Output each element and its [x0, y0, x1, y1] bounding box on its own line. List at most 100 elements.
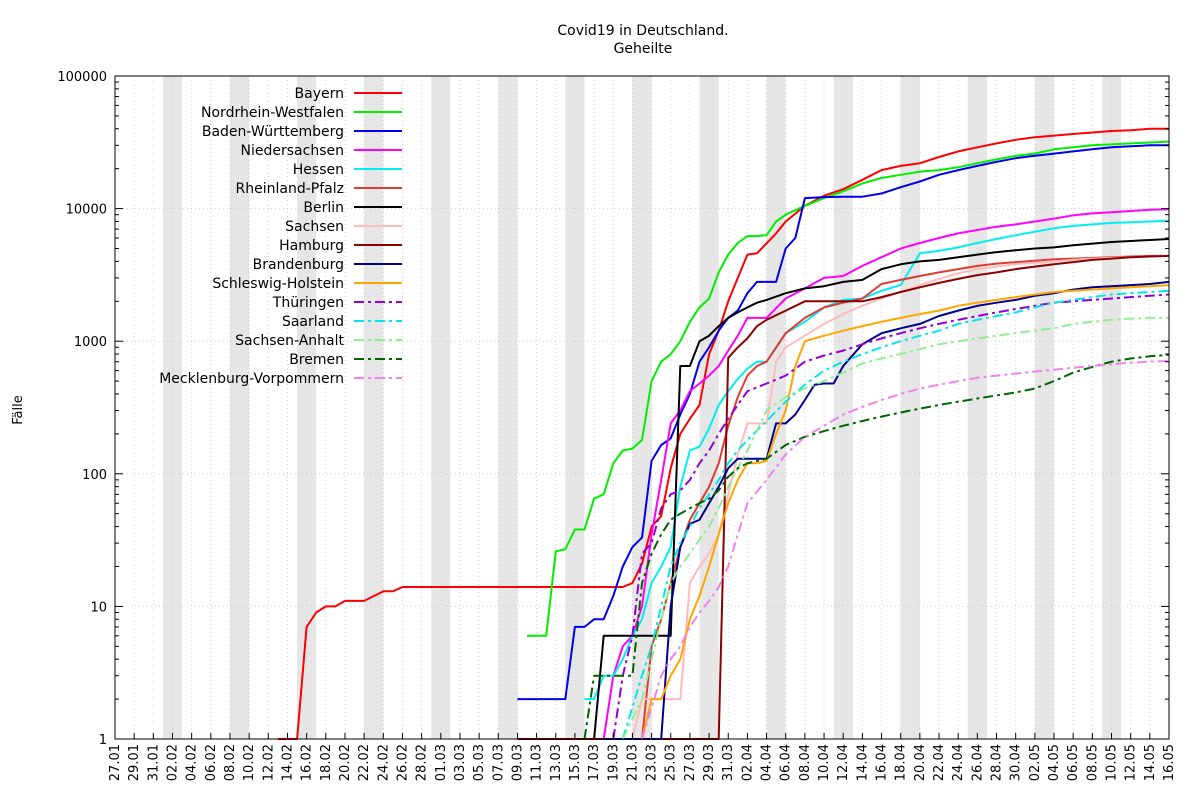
x-tick-label: 07.03	[491, 744, 506, 781]
series-line-brandenburg	[603, 280, 1170, 740]
legend-label: Brandenburg	[253, 257, 344, 273]
series-line-bremen	[583, 353, 1170, 740]
x-tick-label: 31.01	[146, 744, 161, 781]
weekend-band	[297, 76, 307, 739]
chart-subtitle: Geheilte	[614, 41, 673, 57]
x-tick-label: 22.04	[932, 744, 947, 781]
legend-label: Sachsen	[285, 219, 344, 235]
legend-label: Baden-Württemberg	[202, 124, 344, 140]
x-tick-label: 18.02	[319, 744, 334, 781]
weekend-band	[1101, 76, 1112, 739]
x-tick-label: 03.03	[453, 744, 468, 781]
series-line-baden-w-rttemberg	[517, 144, 1169, 701]
x-tick-label: 27.01	[108, 744, 123, 781]
x-tick-label: 31.03	[721, 744, 736, 781]
y-tick-label: 100000	[57, 70, 107, 85]
weekend-band	[440, 76, 451, 739]
weekend-band	[900, 76, 911, 739]
weekend-band	[1111, 76, 1122, 739]
weekend-band	[306, 76, 317, 739]
x-tick-label: 14.04	[855, 744, 870, 781]
x-tick-label: 14.05	[1143, 744, 1158, 781]
x-tick-label: 04.02	[185, 744, 200, 781]
x-tick-label: 25.03	[664, 744, 679, 781]
series-line-sachsen	[631, 254, 1170, 740]
legend-label: Berlin	[303, 200, 344, 216]
legend-label: Thüringen	[272, 295, 344, 311]
x-tick-label: 15.03	[568, 744, 583, 781]
y-tick-label: 1000	[74, 335, 107, 350]
legend-label: Niedersachsen	[241, 143, 344, 159]
plot-frame	[114, 75, 1170, 740]
weekend-band	[632, 76, 642, 739]
weekend-band	[162, 76, 173, 739]
legend-label: Sachsen-Anhalt	[235, 333, 344, 349]
x-tick-label: 08.05	[1085, 744, 1100, 781]
x-tick-label: 08.02	[223, 744, 238, 781]
weekend-band	[833, 76, 844, 739]
x-tick-label: 10.05	[1105, 744, 1120, 781]
x-tick-label: 20.02	[338, 744, 353, 781]
weekend-band	[364, 76, 374, 739]
series-lines	[277, 127, 1170, 740]
x-tick-label: 30.04	[1009, 744, 1024, 781]
series-line-schleswig-holstein	[641, 284, 1170, 740]
x-tick-label: 13.03	[549, 744, 564, 781]
weekend-band	[239, 76, 250, 739]
series-line-sachsen-anhalt	[621, 316, 1169, 740]
series-line-saarland	[621, 289, 1170, 740]
chart-title: Covid19 in Deutschland.	[557, 23, 728, 39]
series-line-mecklenburg-vorpommern	[641, 359, 1170, 740]
x-tick-label: 10.04	[817, 744, 832, 781]
x-tick-label: 06.05	[1066, 744, 1081, 781]
weekend-band	[229, 76, 240, 739]
x-tick-label: 12.02	[261, 744, 276, 781]
x-tick-label: 06.02	[204, 744, 219, 781]
weekend-band	[967, 76, 978, 739]
weekend-band	[843, 76, 853, 739]
weekend-band	[709, 76, 719, 739]
series-line-th-ringen	[612, 293, 1170, 740]
x-tick-label: 16.05	[1162, 744, 1177, 781]
x-tick-label: 16.02	[300, 744, 315, 781]
y-tick-labels: 1 10 100 1000 10000 100000	[57, 70, 1169, 748]
weekend-band	[498, 76, 508, 739]
weekend-band	[910, 76, 920, 739]
series-line-bayern	[277, 127, 1169, 740]
x-tick-label: 11.03	[530, 744, 545, 781]
x-tick-label: 28.02	[415, 744, 430, 781]
weekend-band	[172, 76, 183, 739]
y-tick-label: 100	[82, 468, 107, 483]
y-tick-label: 1	[99, 733, 107, 748]
y-tick-label: 10000	[66, 203, 107, 218]
x-tick-label: 04.04	[760, 744, 775, 781]
x-tick-label: 18.04	[894, 744, 909, 781]
legend-label: Hessen	[293, 162, 344, 178]
legend-label: Mecklenburg-Vorpommern	[159, 371, 344, 387]
weekend-band	[507, 76, 518, 739]
x-tick-label: 28.04	[990, 744, 1005, 781]
legend-label: Rheinland-Pfalz	[236, 181, 344, 197]
weekend-band	[431, 76, 441, 739]
weekend-band	[1034, 76, 1045, 739]
x-tick-label: 24.04	[951, 744, 966, 781]
x-tick-label: 08.04	[798, 744, 813, 781]
x-tick-label: 29.01	[127, 744, 142, 781]
x-tick-label: 09.03	[510, 744, 525, 781]
x-tick-label: 23.03	[645, 744, 660, 781]
weekend-band	[1044, 76, 1055, 739]
x-tick-label: 16.04	[875, 744, 890, 781]
x-tick-label: 02.02	[165, 744, 180, 781]
x-tick-label: 20.04	[913, 744, 928, 781]
x-tick-label: 01.03	[434, 744, 449, 781]
x-tick-label: 26.02	[395, 744, 410, 781]
x-tick-label: 27.03	[683, 744, 698, 781]
legend-label: Schleswig-Holstein	[212, 276, 344, 292]
x-tick-label: 06.04	[779, 744, 794, 781]
legend-label: Hamburg	[279, 238, 344, 254]
series-line-berlin	[593, 238, 1170, 740]
legend-label: Saarland	[282, 314, 344, 330]
x-tick-labels: 27.01 29.01 31.01 02.02 04.02 06.02 08.02 10.02…	[108, 733, 1177, 781]
x-tick-label: 14.02	[280, 744, 295, 781]
